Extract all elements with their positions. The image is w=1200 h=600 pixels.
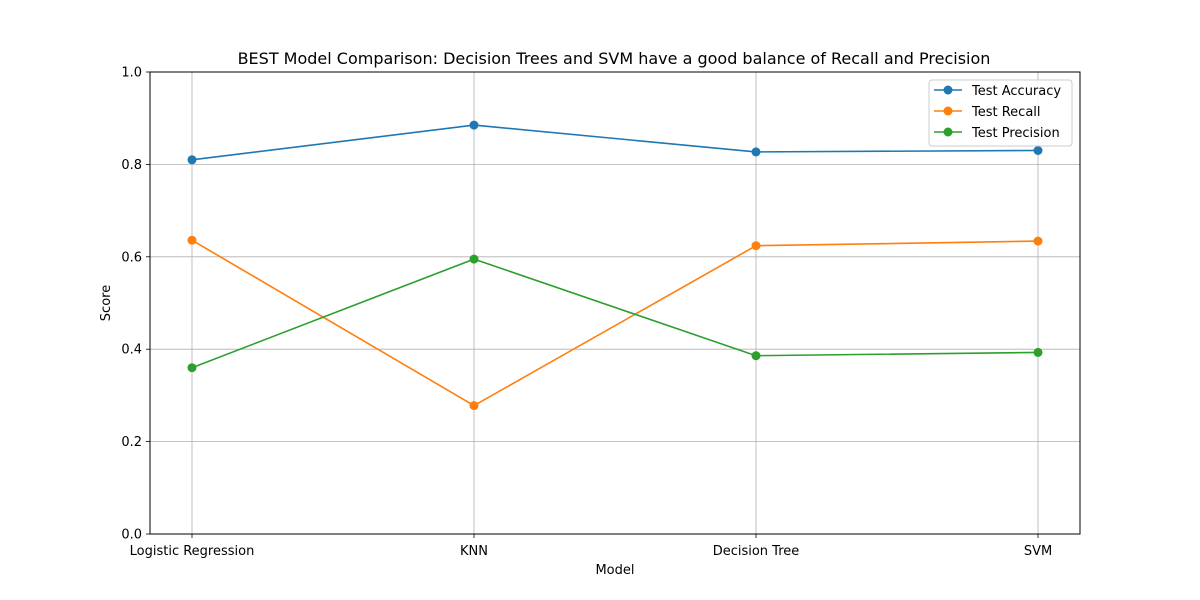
legend: Test Accuracy Test Recall Test Precision — [928, 79, 1073, 147]
x-tick-label: KNN — [460, 544, 488, 559]
y-axis-label: Score — [99, 285, 114, 321]
legend-label: Test Recall — [971, 105, 1041, 120]
series-line-1 — [191, 239, 1039, 407]
legend-marker — [943, 85, 953, 95]
legend-marker — [943, 127, 953, 137]
series-line-2 — [191, 258, 1039, 369]
legend-box — [928, 79, 1073, 147]
data-point — [1033, 236, 1043, 246]
y-tick-label: 0.8 — [121, 158, 142, 173]
x-axis-ticks: Logistic Regression KNN Decision Tree SVM — [130, 534, 1052, 559]
y-tick-label: 1.0 — [121, 66, 142, 81]
data-point — [751, 147, 761, 157]
data-point — [1033, 347, 1043, 357]
series-line-0 — [191, 124, 1039, 161]
x-tick-label: Logistic Regression — [130, 544, 255, 559]
chart-title: BEST Model Comparison: Decision Trees an… — [238, 49, 991, 68]
data-point — [469, 401, 479, 411]
plot-area-frame — [149, 71, 1081, 535]
legend-marker — [943, 106, 953, 116]
data-point — [187, 363, 197, 373]
y-tick-label: 0.4 — [121, 343, 142, 358]
series-group — [187, 120, 1043, 411]
data-point — [751, 351, 761, 361]
data-point — [469, 120, 479, 130]
data-point — [469, 254, 479, 264]
data-point — [187, 155, 197, 165]
data-point — [751, 241, 761, 251]
y-axis-ticks: 0.0 0.2 0.4 0.6 0.8 1.0 — [121, 66, 150, 543]
y-tick-label: 0.6 — [121, 250, 142, 265]
data-point — [1033, 146, 1043, 155]
y-tick-label: 0.2 — [121, 435, 142, 450]
x-axis-label: Model — [595, 563, 634, 578]
x-tick-label: Decision Tree — [713, 544, 800, 559]
y-tick-label: 0.0 — [121, 528, 142, 543]
x-tick-label: SVM — [1024, 544, 1052, 559]
data-point — [187, 235, 197, 245]
legend-label: Test Precision — [971, 126, 1060, 141]
legend-label: Test Accuracy — [971, 84, 1061, 99]
